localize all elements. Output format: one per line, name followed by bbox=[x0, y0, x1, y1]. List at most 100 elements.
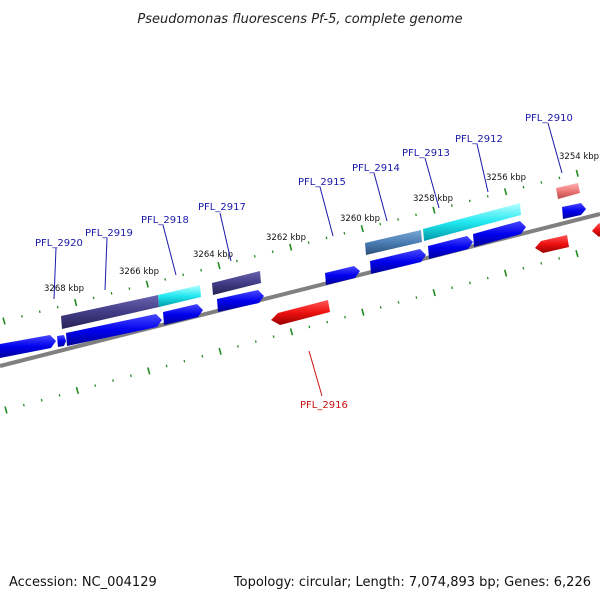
scale-label: 3268 kbp bbox=[44, 284, 84, 294]
homology-block bbox=[158, 285, 201, 307]
cds-arrow bbox=[325, 266, 360, 285]
major-tick bbox=[503, 269, 508, 277]
minor-tick bbox=[201, 354, 204, 358]
minor-tick bbox=[271, 250, 274, 254]
minor-tick bbox=[558, 257, 561, 260]
minor-tick bbox=[22, 403, 25, 407]
minor-tick bbox=[558, 176, 561, 180]
major-tick bbox=[218, 347, 222, 355]
gene-labels: PFL_2920 PFL_2919 PFL_2918 PFL_2917 PFL_… bbox=[35, 113, 573, 411]
minor-tick bbox=[343, 231, 346, 235]
minor-tick bbox=[236, 345, 239, 348]
minor-tick bbox=[415, 296, 418, 299]
minor-tick bbox=[415, 213, 417, 217]
major-tick bbox=[360, 225, 364, 233]
label-leaders bbox=[53, 122, 563, 397]
minor-tick bbox=[540, 262, 543, 265]
minor-tick bbox=[307, 241, 310, 244]
gene-label: PFL_2916 bbox=[300, 400, 348, 411]
leader-line bbox=[424, 157, 440, 209]
minor-tick bbox=[40, 398, 43, 402]
minor-tick bbox=[165, 364, 168, 368]
scale-labels: 3268 kbp 3266 kbp 3264 kbp 3262 kbp 3260… bbox=[44, 152, 599, 294]
minor-tick bbox=[540, 181, 543, 184]
cds-arrow bbox=[428, 236, 473, 259]
minor-tick bbox=[183, 359, 186, 363]
gene-label: PFL_2919 bbox=[85, 228, 133, 239]
homology-block bbox=[365, 230, 422, 255]
minor-tick bbox=[379, 306, 382, 309]
leader-line bbox=[162, 224, 177, 276]
homology-block bbox=[61, 295, 159, 329]
leader-line bbox=[373, 172, 388, 222]
major-tick bbox=[2, 317, 6, 325]
minor-tick bbox=[129, 374, 132, 378]
homology-block bbox=[423, 203, 521, 241]
scale-label: 3260 kbp bbox=[340, 214, 380, 224]
major-tick bbox=[4, 406, 8, 414]
cds-arrow bbox=[66, 314, 162, 346]
minor-tick bbox=[254, 340, 257, 343]
cds-arrow bbox=[0, 335, 56, 358]
major-tick bbox=[147, 367, 151, 375]
cds-arrow bbox=[163, 304, 203, 325]
leader-line bbox=[219, 212, 232, 262]
major-tick bbox=[289, 243, 293, 251]
minor-tick bbox=[128, 287, 131, 290]
major-tick bbox=[217, 261, 221, 270]
minor-tick bbox=[235, 259, 238, 263]
gene-label: PFL_2910 bbox=[525, 113, 573, 124]
scale-label: 3256 kbp bbox=[486, 173, 526, 183]
minor-tick bbox=[397, 218, 400, 221]
minor-tick bbox=[379, 222, 382, 226]
leader-line bbox=[547, 122, 563, 174]
major-tick bbox=[74, 298, 78, 307]
minor-tick bbox=[164, 278, 167, 281]
gene-label: PFL_2917 bbox=[198, 202, 246, 213]
gene-label: PFL_2918 bbox=[141, 215, 189, 226]
inner-tick-ring bbox=[4, 249, 579, 414]
minor-tick bbox=[522, 266, 525, 270]
forward-cds-track bbox=[0, 203, 586, 358]
major-tick bbox=[145, 280, 149, 288]
cds-arrow bbox=[370, 249, 426, 274]
scale-label: 3264 kbp bbox=[193, 250, 233, 260]
cds-arrow bbox=[535, 235, 569, 253]
minor-tick bbox=[92, 296, 95, 300]
cds-arrow bbox=[217, 290, 264, 312]
major-tick bbox=[75, 386, 80, 395]
cds-arrow bbox=[473, 221, 526, 247]
minor-tick bbox=[20, 315, 23, 318]
minor-tick bbox=[94, 384, 97, 387]
major-tick bbox=[361, 308, 365, 316]
cds-arrow bbox=[592, 223, 600, 237]
leader-line bbox=[319, 186, 334, 237]
cds-arrow bbox=[271, 300, 330, 325]
gene-label: PFL_2920 bbox=[35, 238, 83, 249]
leader-line bbox=[308, 350, 323, 397]
minor-tick bbox=[451, 286, 454, 290]
minor-tick bbox=[326, 320, 329, 324]
minor-tick bbox=[110, 291, 113, 295]
minor-tick bbox=[397, 301, 400, 304]
homology-block bbox=[556, 183, 580, 199]
minor-tick bbox=[200, 268, 203, 272]
genome-summary-text: Topology: circular; Length: 7,074,893 bp… bbox=[233, 575, 591, 590]
leader-line bbox=[53, 247, 57, 300]
minor-tick bbox=[468, 199, 471, 203]
minor-tick bbox=[56, 305, 59, 309]
minor-tick bbox=[182, 273, 185, 277]
minor-tick bbox=[450, 204, 453, 207]
cds-arrow bbox=[562, 203, 586, 219]
major-tick bbox=[575, 169, 579, 177]
reverse-cds-track bbox=[271, 223, 600, 325]
gene-label: PFL_2913 bbox=[402, 148, 450, 159]
major-tick bbox=[432, 206, 436, 214]
minor-tick bbox=[58, 394, 61, 397]
minor-tick bbox=[272, 335, 275, 338]
minor-tick bbox=[253, 255, 256, 258]
leader-line bbox=[104, 237, 108, 291]
gene-label: PFL_2914 bbox=[352, 163, 400, 174]
minor-tick bbox=[522, 185, 525, 189]
